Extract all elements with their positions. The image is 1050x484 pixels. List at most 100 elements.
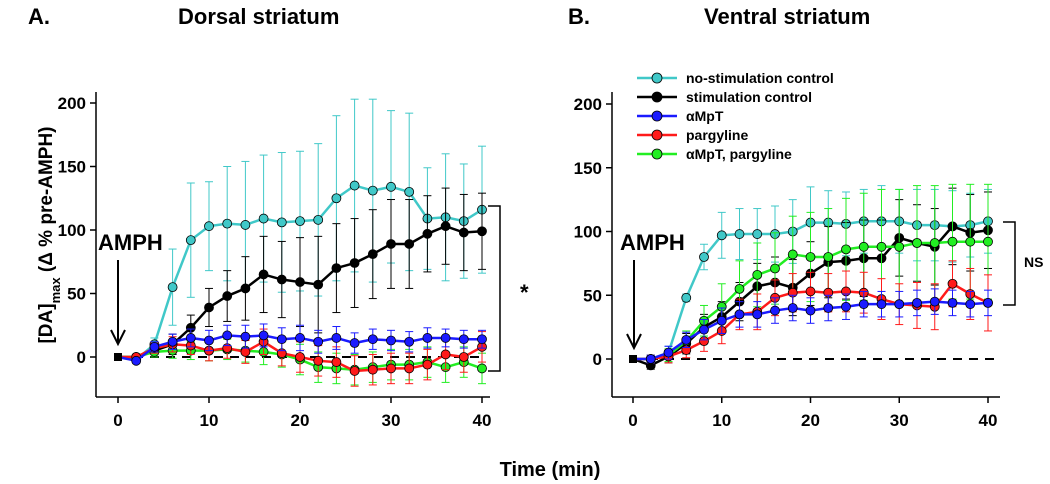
x-tick-label: 0 xyxy=(628,411,637,430)
data-point xyxy=(386,363,396,374)
data-point xyxy=(787,249,798,260)
data-point xyxy=(295,216,305,227)
data-point xyxy=(204,335,214,346)
data-point xyxy=(823,303,834,313)
data-point xyxy=(258,213,269,224)
y-tick-label: 100 xyxy=(58,221,86,240)
data-point xyxy=(477,226,487,237)
data-point xyxy=(805,252,816,262)
legend-marker xyxy=(651,72,663,84)
data-point xyxy=(681,334,692,345)
legend-label: stimulation control xyxy=(686,89,812,105)
data-point xyxy=(458,352,469,362)
x-tick-label: 30 xyxy=(382,411,401,430)
data-point xyxy=(805,305,816,316)
x-tick-label: 20 xyxy=(291,411,310,430)
legend: no-stimulation control stimulation contro… xyxy=(637,70,834,162)
data-point xyxy=(929,238,940,248)
panel-a-significance: * xyxy=(520,280,529,305)
legend-marker xyxy=(651,91,663,103)
data-point xyxy=(313,279,324,290)
data-point xyxy=(912,297,922,308)
data-point xyxy=(876,299,887,310)
legend-item-stim: stimulation control xyxy=(637,89,812,105)
data-point xyxy=(752,229,763,239)
y-tick-label: 0 xyxy=(593,350,602,369)
data-point xyxy=(858,241,869,252)
data-point xyxy=(894,241,905,252)
data-point xyxy=(313,355,324,366)
data-point xyxy=(752,269,763,280)
series-ampt xyxy=(114,323,487,366)
data-point xyxy=(458,227,469,238)
data-point xyxy=(716,230,727,241)
data-point xyxy=(947,236,958,247)
legend-item-ampt: αMpT xyxy=(637,108,724,124)
data-point xyxy=(983,297,993,308)
data-point xyxy=(912,238,922,248)
data-point xyxy=(185,235,196,246)
data-point xyxy=(131,355,142,366)
data-point xyxy=(404,239,415,249)
x-tick-label: 40 xyxy=(473,411,492,430)
panel-a-title: Dorsal striatum xyxy=(178,4,339,29)
legend-marker xyxy=(651,148,663,160)
data-point xyxy=(240,220,251,230)
data-point xyxy=(276,274,287,285)
x-tick-label: 40 xyxy=(979,411,998,430)
legend-marker xyxy=(651,110,663,122)
data-point xyxy=(276,217,287,228)
data-point xyxy=(295,352,305,362)
data-point xyxy=(947,297,958,308)
y-axis-label: [DA]max (Δ % pre-AMPH) xyxy=(36,126,63,343)
data-point xyxy=(929,296,940,307)
data-point xyxy=(349,366,360,376)
data-point xyxy=(404,363,415,374)
data-point xyxy=(716,315,727,326)
y-tick-label: 0 xyxy=(77,348,86,367)
data-point xyxy=(114,353,122,361)
legend-marker xyxy=(651,129,663,141)
data-point xyxy=(699,252,709,262)
data-point xyxy=(752,309,763,320)
legend-label: αMpT xyxy=(686,108,724,124)
x-tick-label: 20 xyxy=(801,411,820,430)
legend-label: no-stimulation control xyxy=(686,70,834,86)
x-tick-label: 10 xyxy=(712,411,731,430)
y-tick-label: 150 xyxy=(58,158,86,177)
panel-a-letter: A. xyxy=(28,4,50,29)
panel-b-title: Ventral striatum xyxy=(704,4,870,29)
data-point xyxy=(734,283,745,294)
data-point xyxy=(734,309,745,320)
data-point xyxy=(629,355,637,363)
panel-b-letter: B. xyxy=(568,4,590,29)
data-point xyxy=(204,302,214,313)
data-point xyxy=(699,324,709,335)
data-point xyxy=(149,341,160,352)
data-point xyxy=(440,349,451,360)
panel-a-amph-label: AMPH xyxy=(98,230,163,255)
data-point xyxy=(240,331,251,342)
data-point xyxy=(240,283,251,294)
data-point xyxy=(965,236,976,247)
data-point xyxy=(331,193,342,204)
data-point xyxy=(858,299,869,310)
data-point xyxy=(386,181,396,192)
data-point xyxy=(681,292,692,303)
data-point xyxy=(805,286,816,297)
data-point xyxy=(331,333,342,343)
series-ampt xyxy=(629,288,993,364)
y-tick-label: 50 xyxy=(583,286,602,305)
amph-arrow-head xyxy=(626,333,642,351)
y-tick-label: 50 xyxy=(67,285,86,304)
x-axis-label: Time (min) xyxy=(500,459,601,481)
data-point xyxy=(295,333,305,343)
x-tick-label: 0 xyxy=(113,411,122,430)
data-point xyxy=(787,303,798,313)
data-point xyxy=(841,244,851,255)
data-point xyxy=(367,185,378,196)
data-point xyxy=(367,249,378,260)
y-tick-label: 150 xyxy=(574,159,602,178)
data-point xyxy=(331,263,342,274)
